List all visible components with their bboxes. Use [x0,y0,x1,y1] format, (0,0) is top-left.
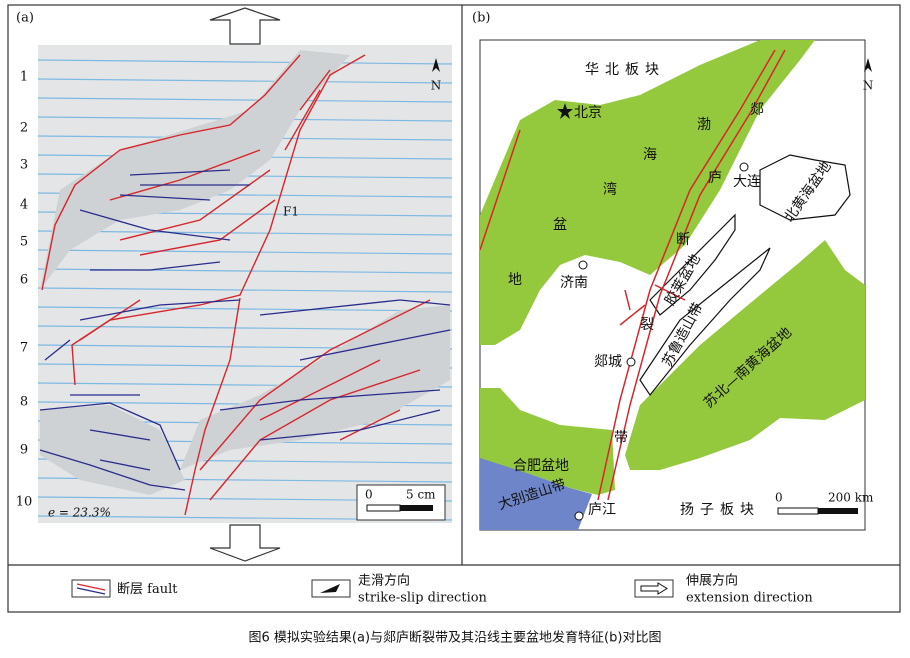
marker-line [37,97,453,103]
legend-label: 断层 fault [117,582,178,597]
marker-line [37,287,453,293]
north-label: N [863,79,874,93]
city-marker [574,511,584,521]
row-number: 1 [20,70,28,85]
scale-bar [400,505,433,511]
marker-line [37,78,453,84]
caption: 图6 模拟实验结果(a)与郯庐断裂带及其沿线主要盆地发育特征(b)对比图 [249,630,662,646]
city-marker [626,357,636,367]
extension-arrow-down [209,524,281,562]
row-number: 6 [20,273,28,288]
basin-label: 合肥盆地 [513,458,569,474]
legend-en: extension direction [686,591,813,606]
deformed-zones [40,50,450,495]
legend-cn: 断层 [117,582,143,597]
city-marker [739,162,749,172]
north-yellow-sea-basin [759,154,851,221]
fault-char: 庐 [708,170,722,186]
marker-line [37,59,453,65]
marker-line [37,306,453,312]
strain-label: e = 23.3% [48,506,111,520]
fault-label: F1 [283,205,299,219]
legend-en: fault [147,582,178,597]
jiaolai-basin [649,213,736,316]
row-number: 7 [20,341,28,356]
basin-char: 海 [643,147,657,163]
row-number: 5 [20,235,28,250]
bohai-bay-basin [480,40,815,345]
legend-swatch [76,583,106,591]
faults-blue [39,169,451,491]
basin-char: 盆 [553,217,567,233]
plate-label: 华北板块 [585,62,665,78]
legend-swatch [320,584,340,593]
outer-frame [7,4,901,613]
scale-bar [777,507,819,515]
panel-label: (b) [472,11,490,26]
city-label: 济南 [560,275,588,291]
row-numbers: 1 2 3 4 5 6 7 8 9 10 [16,70,33,510]
city-label: 北京 [574,105,602,121]
scale-label: 5 cm [406,488,436,502]
legend-swatch [76,587,106,595]
city-marker [578,260,588,270]
row-number: 9 [20,443,28,458]
basin-char: 地 [508,272,522,288]
panel-label: (a) [16,11,34,26]
marker-line [37,230,453,236]
city-label: 郯城 [594,354,622,370]
fault-char: 断 [676,232,690,248]
row-number: 10 [16,495,33,510]
fault-char: 裂 [640,317,654,333]
city-label: 大连 [733,174,761,190]
sulu-orogen [639,247,771,397]
fault-char: 郯 [750,102,764,118]
basin-char: 渤 [697,117,711,133]
row-number: 3 [20,158,28,173]
tanlu-fault [479,49,786,501]
scale-bar [818,508,858,514]
city-label: 庐江 [588,502,616,518]
plate-label: 扬子板块 [680,502,760,518]
fault-char: 带 [614,430,628,446]
dabie-orogen [480,458,592,530]
marker-line [37,249,453,255]
extension-arrow-up [209,7,281,45]
legend-cn: 伸展方向 [686,573,738,589]
row-number: 8 [20,395,28,410]
north-arrow [864,58,872,72]
scale-label: 200 km [828,491,874,505]
subei-basin [625,240,865,470]
legend-swatch [640,582,668,595]
capital-star [557,103,573,119]
scale-box [356,484,446,521]
scale-label: 0 [365,488,373,502]
scale-bar [366,504,401,512]
row-number: 2 [20,121,28,136]
hefei-basin [480,388,615,495]
legend-cn: 走滑方向 [358,573,410,589]
basin-char: 湾 [603,181,617,198]
scale-label: 0 [775,491,783,505]
north-label: N [431,79,442,93]
legend-en: strike-slip direction [358,591,488,606]
faults-red [41,54,431,516]
row-number: 4 [20,198,28,213]
north-arrow [432,58,440,72]
